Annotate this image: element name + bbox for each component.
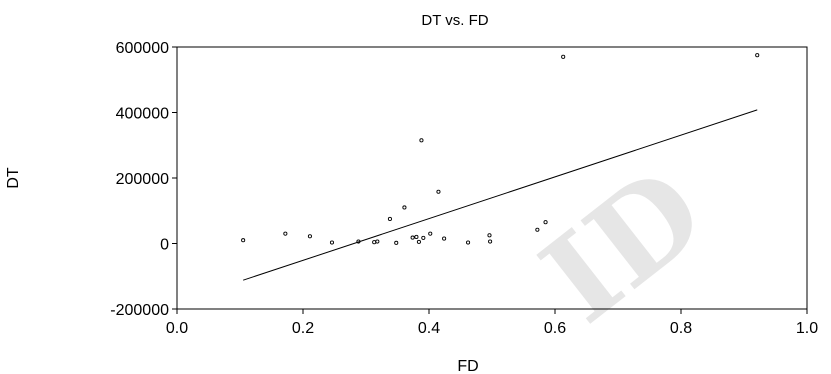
data-point [402,205,407,210]
y-tick-label: 0 [160,237,169,254]
data-point [372,240,377,245]
y-tick-label: 400000 [116,106,169,123]
chart-title: DT vs. FD [421,12,488,29]
data-point [755,53,760,58]
x-tick-label: 0.6 [544,320,566,337]
data-point [329,240,335,245]
plot-frame [176,46,808,310]
data-point [535,227,540,232]
data-point [543,220,548,225]
watermark: ID [517,140,730,350]
data-point [356,239,361,244]
data-point [414,234,419,239]
x-tick-label: 0.4 [418,320,440,337]
data-point [487,233,492,238]
data-point [561,54,566,59]
data-point [419,138,424,143]
data-point [241,238,246,243]
data-point [387,216,392,221]
x-axis-label: FD [457,358,478,374]
y-axis-label: DT [5,167,22,189]
data-point [375,239,380,244]
data-point [410,235,415,240]
data-point [307,234,312,239]
x-tick-label: 0.0 [166,320,188,337]
y-tick-label: 600000 [116,40,169,57]
x-tick-label: 0.2 [292,320,314,337]
data-point [428,231,433,236]
x-tick-label: 1.0 [796,320,818,337]
data-point [283,231,288,236]
data-point [436,189,441,194]
y-axis: -200000 0 200000 400000 600000 [110,40,177,319]
data-points [241,53,760,245]
regression-line [242,109,758,281]
y-tick-label: -200000 [110,302,169,319]
data-point [394,240,399,245]
y-tick-label: 200000 [116,171,169,188]
data-point [442,236,447,241]
data-point [466,240,471,245]
data-point [416,239,421,244]
x-tick-label: 0.8 [670,320,692,337]
data-point [421,235,426,240]
x-axis: 0.0 0.2 0.4 0.6 0.8 1.0 [166,309,818,337]
data-point [488,239,493,244]
